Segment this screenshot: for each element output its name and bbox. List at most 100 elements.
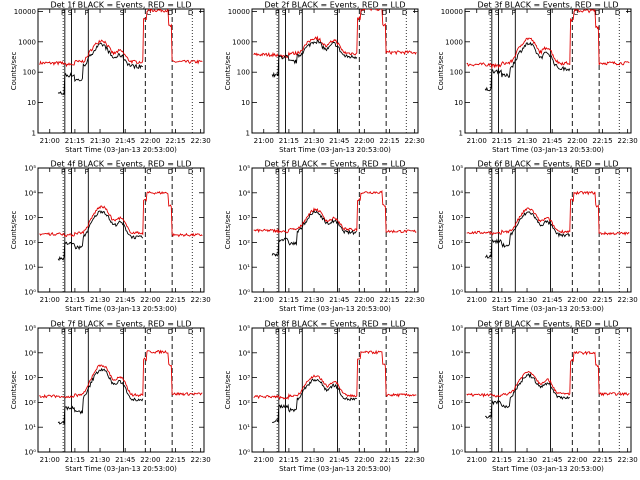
marker-letter: D [615,328,620,336]
marker-letter: C [573,168,578,176]
x-tick-label: 22:15 [165,137,185,145]
x-tick-label: 22:00 [567,296,587,304]
plot-frame [464,8,632,134]
lld-series-line [39,9,203,68]
panel-title: Det 2f BLACK = Events, RED = LLD [264,1,405,10]
x-tick-label: 22:30 [618,456,638,464]
marker-letter: S [68,328,73,336]
plot-frame [37,8,205,134]
marker-letter: P [488,328,492,336]
marker-letter: C [146,168,151,176]
y-tick-label: 10 [241,99,250,107]
marker-letter: P [512,9,516,17]
y-tick-label: 10¹ [451,264,463,272]
y-tick-label: 10⁵ [24,325,36,333]
marker-letter: S [282,168,287,176]
marker-letter: S [334,9,339,17]
marker-letter: D [188,328,193,336]
lld-series-line [466,190,630,236]
y-tick-label: 10⁰ [451,449,463,457]
x-tick-label: 22:30 [191,296,211,304]
marker-letter: S [282,328,287,336]
x-tick-label: 21:15 [492,137,512,145]
y-axis-label: Counts/sec [10,52,18,91]
x-tick-label: 21:15 [279,456,299,464]
marker-letter: S [547,168,552,176]
marker-letter: P [488,9,492,17]
y-tick-label: 10 [454,99,463,107]
events-series-line [485,372,570,419]
y-tick-label: 10¹ [24,264,36,272]
y-tick-label: 10⁰ [238,289,250,297]
y-tick-label: 1000 [18,38,36,46]
marker-letter: D [615,168,620,176]
x-axis-label: Start Time (03-Jan-13 20:53:00) [279,465,391,473]
marker-letter: D [402,9,407,17]
lld-series-line [39,349,203,399]
x-tick-label: 21:00 [40,137,60,145]
x-axis-label: Start Time (03-Jan-13 20:53:00) [279,146,391,154]
y-tick-label: 10 [27,99,36,107]
marker-letter: D [402,168,407,176]
marker-letter: P [85,328,89,336]
x-tick-label: 21:00 [254,137,274,145]
x-tick-label: 21:30 [517,137,537,145]
detector-panel-1: Det 1f BLACK = Events, RED = LLD 21:00 21:… [10,1,211,155]
y-tick-label: 10⁴ [238,189,250,197]
y-tick-label: 10⁴ [24,349,36,357]
marker-letter: S [495,328,500,336]
x-tick-label: 22:30 [191,137,211,145]
x-tick-label: 22:30 [405,296,425,304]
marker-letter: D [168,328,173,336]
y-tick-label: 10² [24,239,36,247]
y-tick-label: 100 [23,69,36,77]
marker-letter: C [146,9,151,17]
marker-letter: S [547,328,552,336]
x-axis-label: Start Time (03-Jan-13 20:53:00) [492,305,604,313]
events-series-line [57,42,143,95]
detector-panel-2: Det 2f BLACK = Events, RED = LLD 21:00 21:… [224,1,425,155]
marker-letter: C [573,9,578,17]
marker-letter: D [382,328,387,336]
events-series-line [272,378,358,423]
y-axis-label: Counts/sec [10,211,18,250]
marker-letter: D [595,9,600,17]
x-tick-label: 21:30 [517,296,537,304]
x-tick-label: 21:15 [492,296,512,304]
plot-frame [251,8,419,134]
y-tick-label: 10⁵ [451,165,463,173]
x-tick-label: 21:15 [492,456,512,464]
x-tick-label: 21:30 [304,296,324,304]
y-tick-label: 10⁰ [24,289,36,297]
events-series-line [271,210,357,257]
x-tick-label: 22:30 [618,296,638,304]
y-tick-label: 10⁵ [238,325,250,333]
marker-letter: P [85,9,89,17]
panel-title: Det 8f BLACK = Events, RED = LLD [264,320,405,329]
y-tick-label: 10⁴ [238,349,250,357]
marker-letter: D [402,328,407,336]
y-tick-label: 10¹ [238,424,250,432]
plot-frame [464,167,632,293]
marker-letter: D [382,168,387,176]
x-tick-label: 21:45 [542,137,562,145]
y-tick-label: 1 [459,130,463,138]
x-tick-label: 21:30 [304,456,324,464]
marker-letter: C [360,168,365,176]
events-series-line [57,367,144,426]
y-tick-label: 10³ [451,374,463,382]
x-tick-label: 22:30 [405,137,425,145]
marker-letter: D [595,328,600,336]
x-tick-label: 22:00 [567,456,587,464]
panel-title: Det 5f BLACK = Events, RED = LLD [264,160,405,169]
x-tick-label: 21:45 [115,296,135,304]
x-tick-label: 22:15 [592,456,612,464]
x-tick-label: 21:45 [115,456,135,464]
x-tick-label: 21:15 [65,296,85,304]
marker-letter: P [299,9,303,17]
x-tick-label: 22:15 [165,296,185,304]
marker-letter: D [188,168,193,176]
x-tick-label: 21:45 [542,296,562,304]
x-tick-label: 21:15 [279,137,299,145]
